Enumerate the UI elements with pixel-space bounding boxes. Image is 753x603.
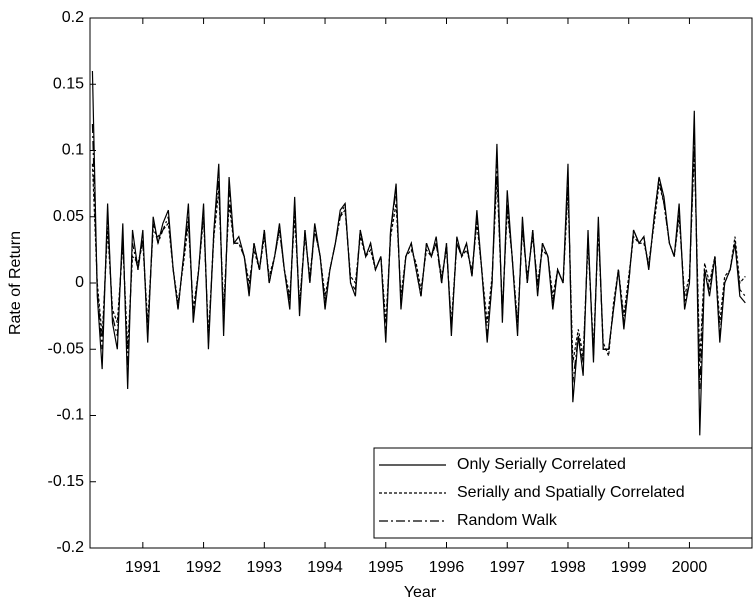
- x-tick-label: 1998: [550, 559, 586, 576]
- y-tick-label: 0.15: [53, 75, 84, 92]
- legend: Only Serially Correlated Serially and Spa…: [373, 447, 753, 539]
- y-tick-label: 0.2: [62, 9, 84, 26]
- x-tick-label: 2000: [672, 559, 708, 576]
- y-tick-label: -0.05: [48, 340, 85, 357]
- y-tick-label: -0.2: [56, 539, 84, 556]
- x-tick-label: 1999: [611, 559, 647, 576]
- plot-area: [91, 70, 746, 436]
- x-tick-label: 1991: [125, 559, 161, 576]
- y-tick-label: 0.05: [53, 208, 84, 225]
- x-axis-label: Year: [404, 584, 437, 601]
- legend-label: Serially and Spatially Correlated: [457, 484, 685, 501]
- x-tick-label: 1997: [489, 559, 525, 576]
- x-tick-label: 1992: [186, 559, 222, 576]
- x-tick-label: 1994: [307, 559, 343, 576]
- y-tick-label: 0: [75, 274, 84, 291]
- y-tick-label: 0.1: [62, 142, 84, 159]
- x-tick-label: 1996: [429, 559, 465, 576]
- y-axis-label: Rate of Return: [7, 231, 24, 335]
- legend-label: Random Walk: [457, 512, 558, 529]
- y-tick-label: -0.1: [56, 407, 84, 424]
- legend-label: Only Serially Correlated: [457, 456, 626, 473]
- y-tick-label: -0.15: [48, 473, 85, 490]
- series-line: [91, 123, 746, 390]
- x-tick-label: 1993: [247, 559, 283, 576]
- plot-frame: [89, 17, 753, 549]
- x-tick-label: 1995: [368, 559, 404, 576]
